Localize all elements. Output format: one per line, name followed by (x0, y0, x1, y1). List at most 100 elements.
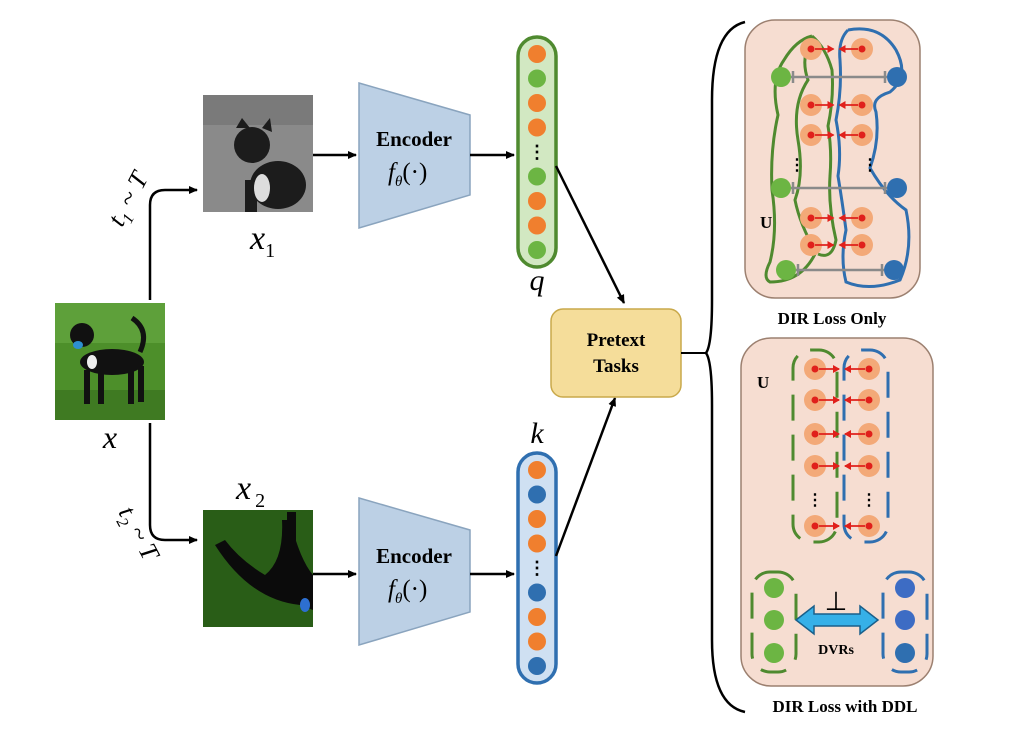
encoder-to-vector-arrows (470, 151, 515, 578)
blue-node (887, 67, 907, 87)
green-node (764, 578, 784, 598)
ellipsis: ⋮ (807, 492, 823, 509)
red-core-dot (858, 241, 866, 249)
u-label: U (760, 213, 772, 232)
pretext-line-1: Pretext (587, 330, 646, 351)
dvr-label: DVRs (818, 643, 854, 658)
panel-dir-loss-only: ⋮ ⋮ U DIR Loss Only (744, 19, 921, 328)
vector-ellipsis: ⋮ (528, 142, 546, 162)
encoder-bottom: Encoder fθ(·) (358, 497, 471, 647)
orange-feature-dot (528, 461, 546, 479)
view-image-1 (203, 95, 313, 212)
orange-feature-dot (528, 510, 546, 528)
orange-feature-dot (528, 45, 546, 63)
green-node (764, 610, 784, 630)
vector-frame (516, 35, 558, 269)
orange-feature-dot (528, 608, 546, 626)
red-core-dot (811, 365, 819, 373)
blue-feature-dot (528, 657, 546, 675)
dashed-cluster-boundary (750, 570, 798, 674)
red-core-dot (865, 396, 873, 404)
dashed-cluster-boundary (791, 348, 839, 544)
green-feature-dot (528, 241, 546, 259)
green-feature-dot (528, 69, 546, 88)
transform-label-2: t2 ~ T (109, 501, 166, 568)
blue-node (884, 260, 904, 280)
panel-caption: DIR Loss Only (778, 309, 887, 328)
dog-photo (70, 315, 147, 404)
key-vector: ⋮ (516, 451, 558, 685)
image-to-encoder-arrows (313, 151, 357, 578)
view-image-2 (203, 510, 313, 627)
vector-to-pretext-arrows (554, 165, 626, 557)
green-feature-dot (528, 167, 546, 186)
green-node (776, 260, 796, 280)
orange-feature-dot (528, 118, 546, 137)
red-core-dot (858, 45, 866, 53)
dashed-cluster-boundary (842, 348, 890, 544)
blue-feature-dot (528, 583, 546, 602)
blue-node (895, 610, 915, 630)
red-core-dot (865, 522, 873, 530)
pretext-tasks-box: Pretext Tasks (550, 308, 682, 398)
red-core-dot (858, 101, 866, 109)
key-label: k (530, 417, 544, 450)
panel-caption: DIR Loss with DDL (773, 697, 918, 716)
view-label-1: x1 (249, 220, 275, 262)
red-core-dot (807, 131, 815, 139)
red-core-dot (865, 365, 873, 373)
dog-dark-crop-photo (215, 512, 313, 612)
svg-text:t2 ~ T: t2 ~ T (109, 501, 166, 568)
red-core-dot (811, 462, 819, 470)
green-node (771, 67, 791, 87)
orange-feature-dot (528, 94, 546, 112)
red-core-dot (807, 241, 815, 249)
right-brace (704, 20, 746, 714)
red-core-dot (858, 214, 866, 222)
red-core-dot (807, 101, 815, 109)
encoder-top: Encoder fθ(·) (358, 82, 471, 230)
green-node (764, 643, 784, 663)
input-image: x (55, 303, 165, 455)
red-core-dot (811, 396, 819, 404)
encoder-title: Encoder (376, 544, 452, 568)
red-core-dot (865, 430, 873, 438)
blue-cluster-boundary (834, 27, 911, 288)
orange-feature-dot (528, 192, 546, 210)
blue-node (895, 578, 915, 598)
red-core-dot (807, 45, 815, 53)
green-cluster-boundary (764, 34, 818, 284)
input-label: x (102, 419, 117, 455)
ellipsis: ⋮ (862, 157, 878, 174)
vector-frame (516, 451, 558, 685)
orange-feature-dot (528, 534, 546, 553)
blue-node (895, 643, 915, 663)
query-vector: ⋮ (516, 35, 558, 269)
ellipsis: ⋮ (789, 157, 805, 174)
blue-node (887, 178, 907, 198)
red-core-dot (858, 131, 866, 139)
encoder-title: Encoder (376, 127, 452, 151)
branch-arrows (148, 186, 198, 544)
encoder-function: fθ(·) (388, 159, 427, 190)
dvr-double-arrow (794, 604, 880, 636)
pretext-line-2: Tasks (593, 356, 639, 377)
orthogonal-symbol: ⊥ (825, 587, 848, 617)
red-core-dot (811, 430, 819, 438)
orange-feature-dot (528, 216, 546, 235)
query-label: q (530, 264, 545, 297)
blue-feature-dot (528, 485, 546, 504)
red-core-dot (865, 462, 873, 470)
encoder-function: fθ(·) (388, 576, 427, 607)
orange-feature-dot (528, 632, 546, 651)
panel-dir-loss-with-ddl: ⋮ ⋮ U ⊥ DVRs DIR Loss with DDL (740, 337, 934, 716)
dog-gray-photo (234, 118, 306, 212)
vector-ellipsis: ⋮ (528, 558, 546, 578)
u-label: U (757, 373, 769, 392)
dashed-cluster-boundary (881, 570, 929, 674)
ellipsis: ⋮ (861, 492, 877, 509)
red-core-dot (811, 522, 819, 530)
red-core-dot (807, 214, 815, 222)
